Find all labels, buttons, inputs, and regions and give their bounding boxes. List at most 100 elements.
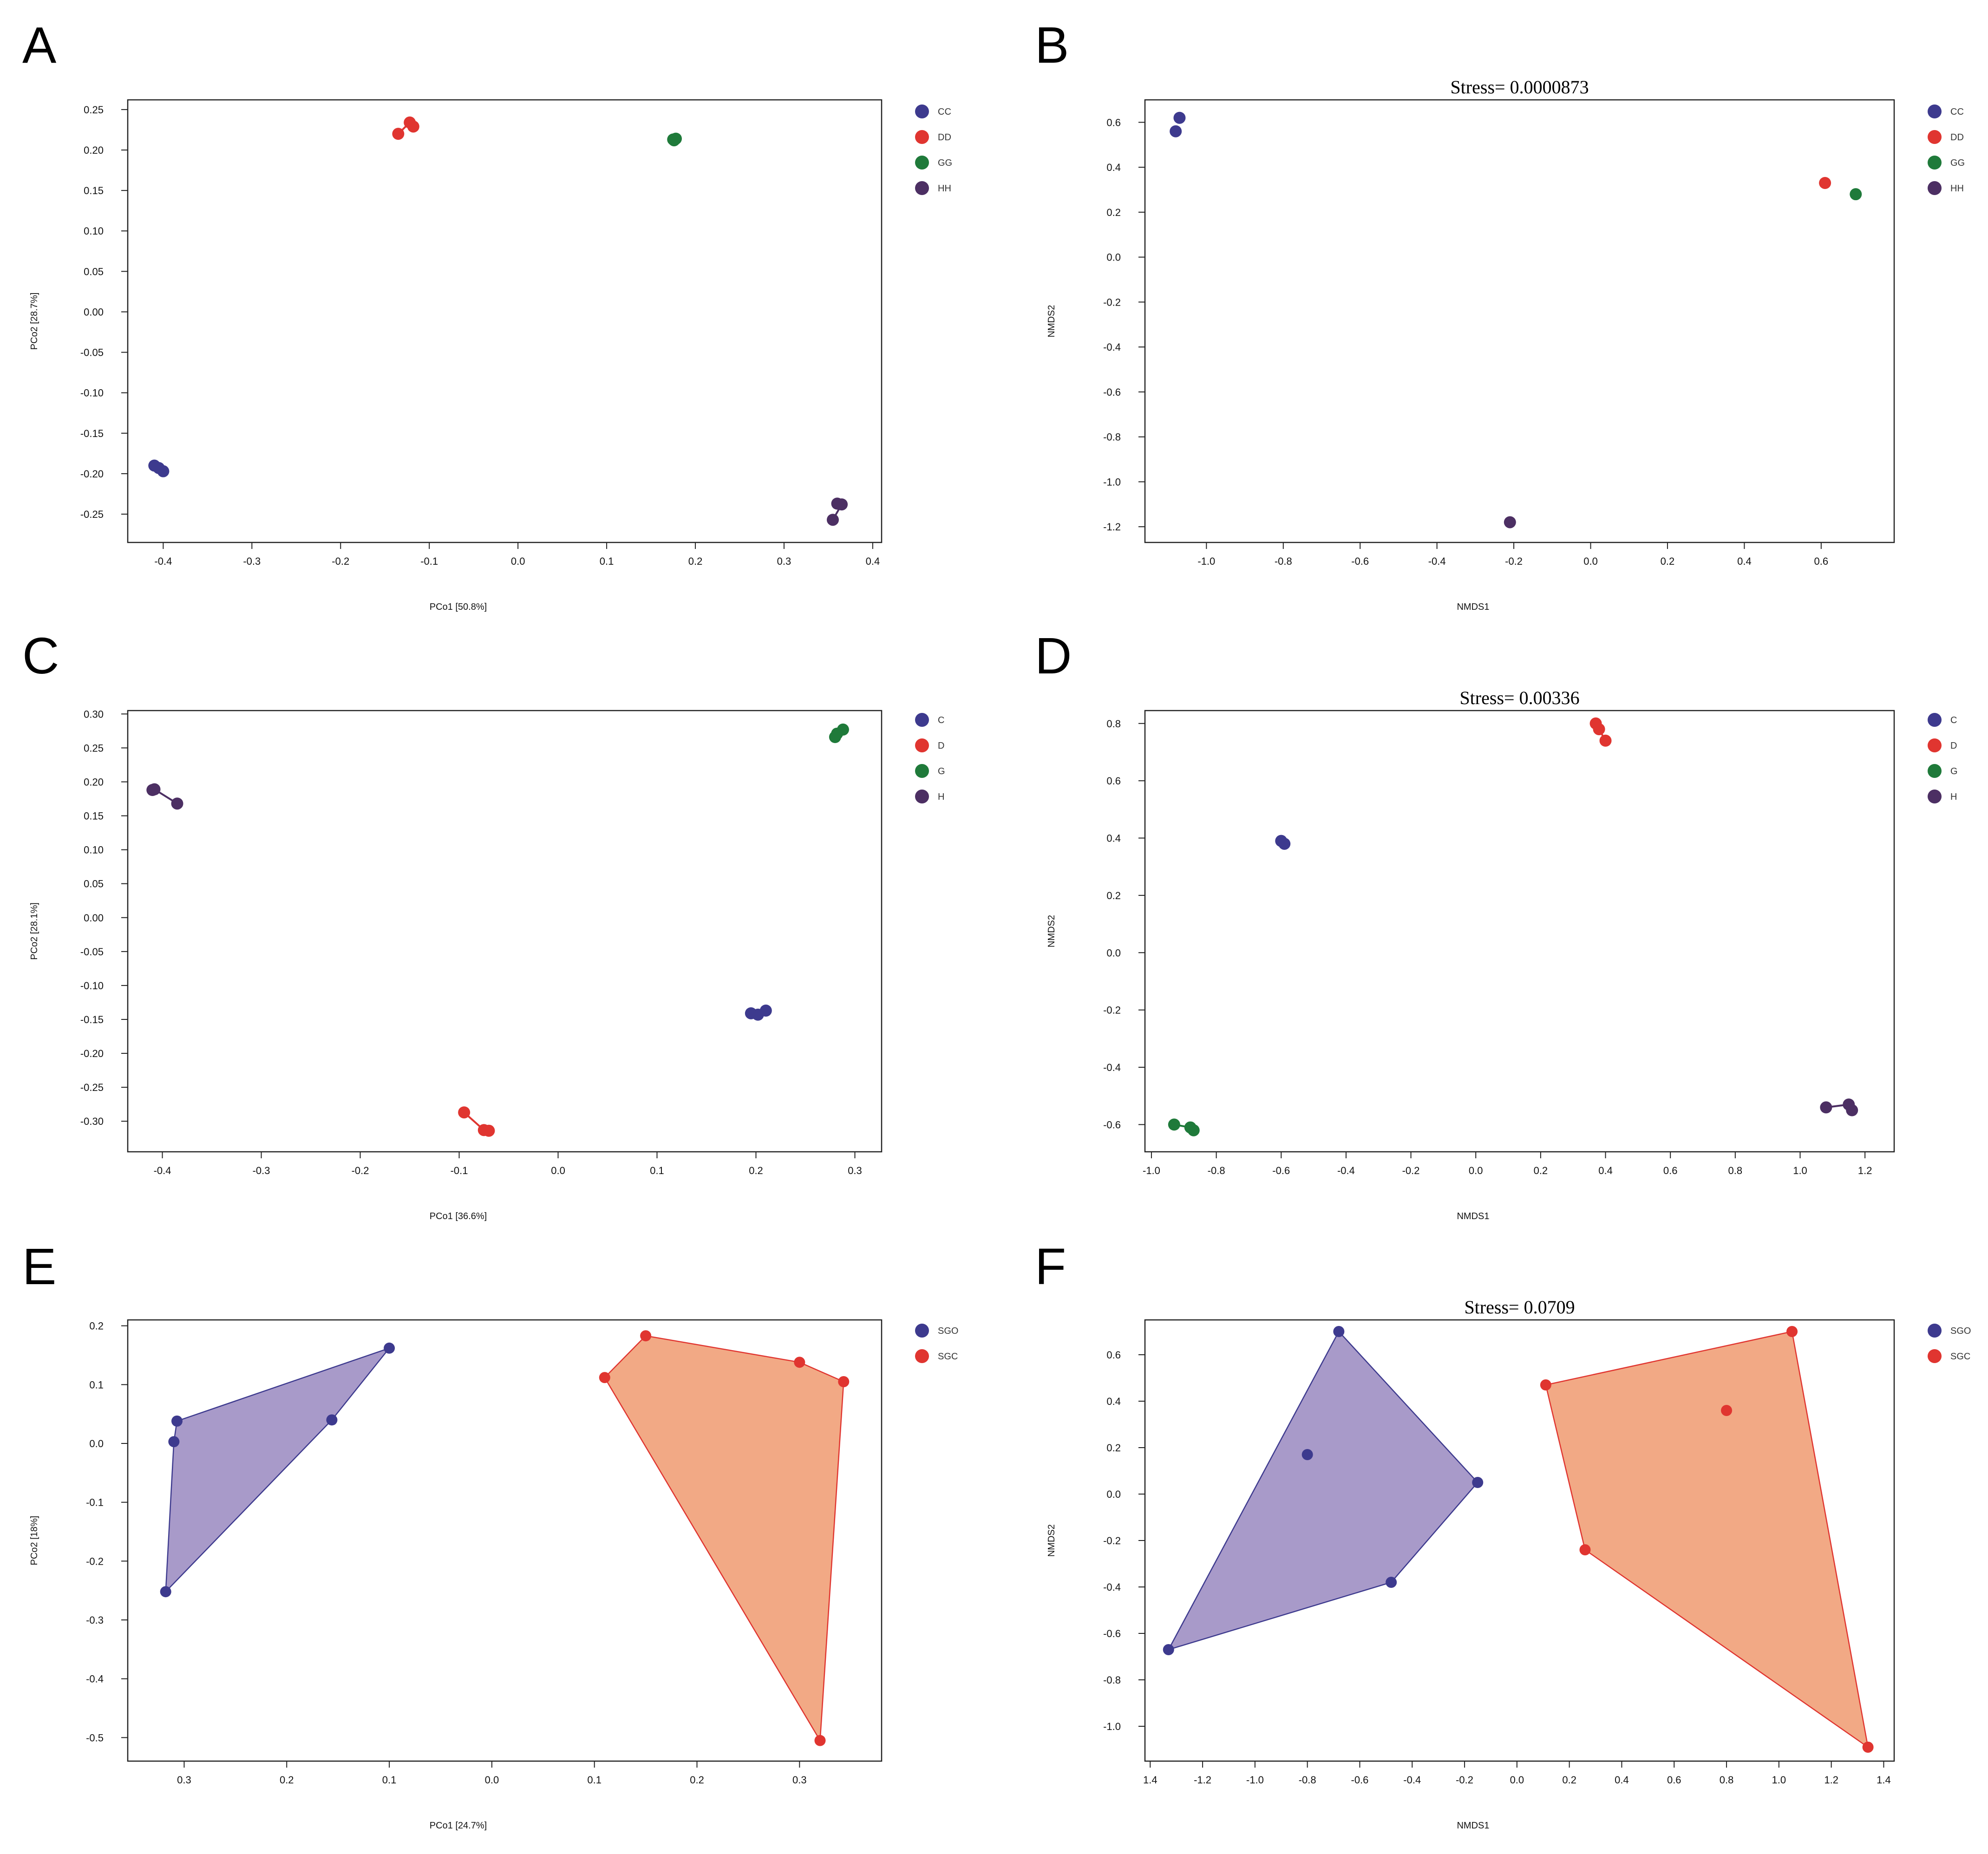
x-tick-label: 0.6 — [1663, 1165, 1678, 1176]
y-tick-label: -0.1 — [86, 1497, 104, 1508]
data-point-sgc — [1579, 1544, 1591, 1555]
plot-frame — [127, 710, 883, 1153]
y-tick-label: 0.0 — [1106, 947, 1121, 959]
x-tick-label: 0.0 — [1510, 1774, 1524, 1786]
legend: CC DD GG HH — [1928, 104, 1965, 195]
x-tick-label: -1.0 — [1197, 555, 1215, 567]
x-tick-label: -0.2 — [352, 1165, 369, 1176]
x-tick-label: -1.0 — [1143, 1165, 1160, 1176]
x-axis-label: NMDS1 — [1457, 1211, 1489, 1221]
x-tick-label: -0.2 — [1505, 555, 1523, 567]
x-tick-label: 0.3 — [777, 555, 791, 567]
data-point-sgc — [640, 1330, 652, 1342]
y-tick-label: -0.6 — [1103, 1628, 1121, 1639]
legend-marker-gg — [1928, 156, 1942, 170]
x-tick-label: -0.4 — [1337, 1165, 1355, 1176]
panel-c: C -0.4 -0.3 -0.2 -0.1 0.0 0.1 0.2 0.3 -0.30 -0.25 -… — [22, 627, 945, 1221]
x-tick-label: -0.4 — [154, 1165, 171, 1176]
panel-letter-c: C — [22, 627, 59, 685]
x-tick-label: -0.1 — [451, 1165, 468, 1176]
y-tick-label: 0.2 — [1106, 207, 1121, 218]
legend-marker-sgc — [1928, 1349, 1942, 1363]
data-point-g — [837, 723, 849, 736]
x-tick-label: 1.0 — [1772, 1774, 1786, 1786]
y-axis-label: NMDS2 — [1046, 915, 1057, 947]
data-point-sgo — [1472, 1477, 1484, 1488]
data-point-h — [148, 783, 161, 796]
x-tick-label: -0.3 — [253, 1165, 270, 1176]
x-tick-label: 0.0 — [1583, 555, 1598, 567]
x-tick-label: 0.0 — [485, 1774, 499, 1786]
legend-label-g: G — [1950, 766, 1958, 777]
data-point-sgc — [838, 1376, 850, 1387]
legend-label-sgc: SGC — [1950, 1351, 1970, 1362]
x-tick-label: 0.6 — [1667, 1774, 1681, 1786]
legend-label-dd: DD — [1950, 132, 1964, 143]
stress-title: Stress= 0.0709 — [1464, 1297, 1575, 1318]
data-point-sgo — [1333, 1326, 1345, 1337]
panel-letter-b: B — [1035, 17, 1069, 74]
legend-label-sgo: SGO — [1950, 1326, 1971, 1336]
x-tick-label: 0.4 — [1615, 1774, 1629, 1786]
data-point-cc — [1173, 111, 1186, 124]
legend-label-h: H — [938, 792, 944, 802]
x-tick-label: 1.4 — [1877, 1774, 1891, 1786]
y-tick-label: 0.1 — [89, 1379, 104, 1390]
x-tick-label: -0.8 — [1275, 555, 1292, 567]
data-point-gg — [668, 134, 680, 147]
legend-label-sgo: SGO — [938, 1326, 958, 1336]
plot-frame — [1144, 99, 1895, 543]
y-tick-label: 0.25 — [84, 104, 104, 116]
legend-label-dd: DD — [938, 132, 951, 143]
y-tick-label: -0.2 — [1103, 1535, 1121, 1547]
y-tick-label: 0.25 — [84, 742, 104, 754]
y-tick-label: 0.6 — [1106, 1349, 1121, 1361]
data-point-sgo — [1301, 1449, 1313, 1460]
data-point-c — [1278, 837, 1291, 850]
legend-marker-sgo — [1928, 1324, 1942, 1338]
x-tick-label: 0.2 — [1661, 555, 1675, 567]
data-point-hh — [826, 514, 839, 526]
x-tick-label: 1.4 — [1143, 1774, 1157, 1786]
y-axis-label: PCo2 [18%] — [29, 1516, 39, 1566]
x-tick-label: 1.2 — [1824, 1774, 1838, 1786]
y-tick-label: -0.2 — [1103, 1005, 1121, 1016]
x-tick-label: 0.2 — [280, 1774, 294, 1786]
legend-marker-dd — [915, 130, 929, 144]
x-tick-label: -0.2 — [1456, 1774, 1473, 1786]
x-tick-label: 0.0 — [551, 1165, 565, 1176]
x-tick-label: 0.2 — [688, 555, 703, 567]
x-axis-label: NMDS1 — [1457, 1821, 1489, 1831]
y-tick-label: -0.3 — [86, 1614, 104, 1626]
data-point-d — [1593, 723, 1605, 736]
data-point-cc — [152, 462, 165, 474]
x-tick-label: 0.4 — [866, 555, 880, 567]
y-tick-label: -0.5 — [86, 1732, 104, 1743]
stress-title: Stress= 0.00336 — [1459, 687, 1579, 708]
y-tick-label: -0.05 — [80, 347, 104, 359]
x-tick-label: 0.3 — [848, 1165, 862, 1176]
x-tick-label: 0.2 — [1534, 1165, 1548, 1176]
y-tick-label: -0.25 — [80, 1082, 104, 1093]
y-tick-label: 0.20 — [84, 776, 104, 788]
data-point-sgc — [794, 1357, 805, 1368]
y-tick-label: 0.10 — [84, 225, 104, 237]
legend-label-cc: CC — [938, 107, 951, 117]
x-tick-label: -0.6 — [1351, 1774, 1369, 1786]
y-tick-label: -0.30 — [80, 1116, 104, 1127]
legend-label-d: D — [1950, 741, 1957, 751]
data-point-hh — [836, 498, 848, 511]
legend: C D G H — [1928, 713, 1958, 803]
legend-marker-hh — [1928, 181, 1942, 195]
data-point-sgo — [384, 1342, 395, 1354]
y-tick-label: 0.2 — [1106, 1442, 1121, 1454]
panel-f: F Stress= 0.0709 1.4 -1.2 -1.0 -0.8 -0.6 -0.4 -0… — [1035, 1238, 1971, 1831]
y-tick-label: -0.10 — [80, 387, 104, 399]
y-tick-label: -0.6 — [1103, 1119, 1121, 1130]
data-point-d — [458, 1106, 471, 1119]
plot-frame — [127, 99, 883, 543]
x-tick-label: 0.1 — [600, 555, 614, 567]
x-tick-label: 0.1 — [382, 1774, 397, 1786]
panel-letter-a: A — [22, 17, 57, 74]
